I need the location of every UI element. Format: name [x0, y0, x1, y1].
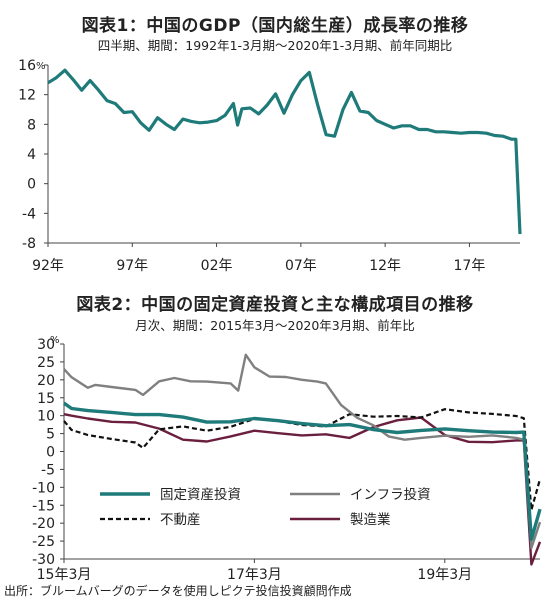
chart2-ytick-label: -5: [41, 462, 55, 478]
chart1-ytick-label: -4: [22, 206, 36, 222]
chart1-xtick-label: 12年: [369, 258, 401, 274]
chart1-xtick-label: 02年: [201, 258, 233, 274]
infrastructure-investment-line: [63, 353, 542, 550]
chart1-subtitle: 四半期、期間：1992年1-3月期～2020年1-3月期、前年同期比: [97, 38, 453, 53]
gdp-growth-line: [47, 68, 522, 235]
chart2-ytick-label: 15: [37, 391, 55, 407]
chart2-ytick-label: -20: [32, 516, 55, 532]
chart2-ytick-label: 25: [37, 355, 55, 371]
gdp-growth-chart: % 16 12 8 4 0 -4 -8 92年 97年 02年 07年 12年 17年: [18, 58, 522, 274]
infrastructure-investment-legend-label: インフラ投資: [350, 487, 431, 503]
chart1-xtick-label: 92年: [32, 258, 64, 274]
chart2-ytick-label: -15: [32, 498, 55, 514]
chart2-ytick-label: 10: [37, 409, 55, 425]
chart1-ytick-label: 12: [18, 88, 36, 104]
chart2-xtick-label: 19年3月: [417, 567, 472, 583]
chart2-xtick-label: 17年3月: [227, 567, 282, 583]
chart2-ytick-label: 20: [37, 373, 55, 389]
chart2-subtitle: 月次、期間：2015年3月～2020年3月期、前年比: [135, 318, 415, 333]
chart1-ytick-label: 16: [18, 58, 36, 74]
chart2-unit-label: %: [50, 335, 60, 346]
fixed-asset-investment-legend-label: 固定資産投資: [160, 487, 241, 503]
chart1-ytick-label: 0: [27, 177, 36, 193]
chart2-ytick-label: 0: [46, 445, 55, 461]
manufacturing-legend-label: 製造業: [350, 512, 391, 528]
chart2-ytick-label: 30: [37, 337, 55, 353]
chart2-ytick-label: -30: [32, 552, 55, 568]
manufacturing-line: [63, 413, 542, 566]
chart1-ytick-label: -8: [22, 236, 36, 252]
real-estate-legend-label: 不動産: [160, 512, 201, 528]
chart1-title: 図表1：中国のGDP（国内総生産）成長率の推移: [81, 16, 469, 36]
fixed-asset-investment-line: [63, 401, 542, 541]
chart1-xtick-label: 07年: [285, 258, 317, 274]
chart1-ytick-label: 4: [27, 147, 36, 163]
chart1-xtick-label: 97年: [116, 258, 148, 274]
chart1-xtick-label: 17年: [454, 258, 486, 274]
chart1-ytick-label: 8: [27, 117, 36, 133]
chart2-xtick-label: 15年3月: [37, 567, 92, 583]
chart2-title: 図表2：中国の固定資産投資と主な構成項目の推移: [76, 295, 474, 315]
source-note: 出所：ブルームバーグのデータを使用しピクテ投信投資顧問作成: [4, 584, 352, 598]
chart1-unit-label: %: [36, 61, 46, 72]
chart2-ytick-label: -25: [32, 534, 55, 550]
chart2-ytick-label: -10: [32, 480, 55, 496]
chart2-ytick-label: 5: [46, 427, 55, 443]
